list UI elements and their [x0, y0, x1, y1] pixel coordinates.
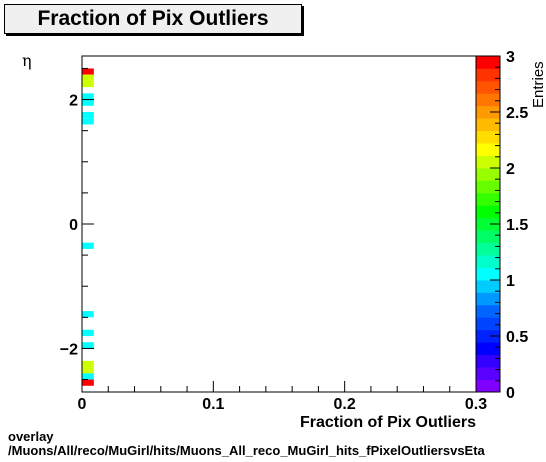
footer-line-overlay: overlay	[8, 429, 54, 444]
color-scale-swatch	[476, 155, 500, 169]
color-scale-swatch	[476, 304, 500, 318]
color-scale-swatch	[476, 180, 500, 194]
x-tick-label: 0.1	[202, 396, 224, 413]
color-scale	[475, 55, 501, 393]
color-scale-swatch	[476, 80, 500, 94]
z-tick-label: 1	[506, 273, 515, 290]
heatmap-cells	[82, 68, 94, 386]
z-tick-label: 1.5	[506, 217, 528, 234]
y-tick-label: −2	[60, 341, 78, 358]
color-scale-swatch	[476, 242, 500, 256]
z-tick-label: 2	[506, 161, 515, 178]
color-scale-swatch	[476, 192, 500, 206]
color-scale-swatch	[476, 342, 500, 356]
heatmap-cell	[82, 118, 94, 125]
color-scale-swatch	[476, 255, 500, 268]
y-axis-label: η	[22, 51, 32, 70]
color-scale-swatch	[476, 105, 500, 119]
heatmap-cell	[82, 329, 94, 336]
heatmap-cell	[82, 373, 94, 380]
color-scale-swatch	[476, 317, 500, 331]
color-scale-swatch	[476, 217, 500, 231]
color-scale-swatch	[476, 56, 500, 69]
color-scale-swatch	[476, 68, 500, 82]
color-scale-swatch	[476, 367, 500, 380]
footer-caption: overlay /Muons/All/reco/MuGirl/hits/Muon…	[8, 430, 485, 458]
z-tick-label: 3	[506, 49, 515, 66]
y-tick-label: 2	[69, 93, 78, 110]
heatmap-cell	[82, 342, 94, 349]
heatmap-cell	[82, 80, 94, 88]
color-scale-swatch	[476, 130, 500, 144]
x-axis-ticks: 0 0.1 0.2 0.3	[78, 381, 487, 413]
heatmap-cell	[82, 242, 94, 249]
heatmap-cell	[82, 311, 94, 318]
heatmap-cell	[82, 367, 94, 374]
color-scale-swatch	[476, 230, 500, 244]
color-scale-swatch	[476, 93, 500, 107]
y-tick-label: 0	[69, 217, 78, 234]
color-scale-swatch	[476, 168, 500, 181]
color-scale-swatch	[476, 354, 500, 368]
color-scale-swatch	[476, 143, 500, 156]
plot-frame	[81, 55, 477, 393]
heatmap-cell	[82, 99, 94, 106]
heatmap-cell	[82, 112, 94, 119]
color-scale-swatch	[476, 205, 500, 219]
color-scale-swatch	[476, 292, 500, 306]
title-box: Fraction of Pix Outliers	[4, 4, 302, 34]
x-tick-label: 0.3	[465, 396, 487, 413]
color-scale-swatch	[476, 280, 500, 293]
page-title: Fraction of Pix Outliers	[37, 7, 269, 30]
footer-line-path: /Muons/All/reco/MuGirl/hits/Muons_All_re…	[8, 443, 485, 458]
heatmap-cell	[82, 93, 94, 100]
color-scale-swatch	[476, 267, 500, 281]
color-scale-swatch	[476, 379, 500, 393]
x-tick-label: 0.2	[334, 396, 356, 413]
color-scale-label: Entries	[530, 61, 546, 108]
color-scale-ticks: 0 0.5 1 1.5 2 2.5 3	[490, 49, 528, 402]
heatmap-cell	[82, 379, 94, 386]
x-axis-label: Fraction of Pix Outliers	[300, 414, 476, 431]
heatmap-cell	[82, 68, 94, 75]
z-tick-label: 0.5	[506, 329, 528, 346]
z-tick-label: 0	[506, 385, 515, 402]
color-scale-swatch	[476, 118, 500, 132]
x-tick-label: 0	[78, 396, 87, 413]
heatmap-cell	[82, 74, 94, 81]
y-axis-ticks: −2 0 2	[60, 67, 94, 381]
color-scale-swatch	[476, 329, 500, 343]
heatmap-cell	[82, 360, 94, 368]
z-tick-label: 2.5	[506, 105, 528, 122]
